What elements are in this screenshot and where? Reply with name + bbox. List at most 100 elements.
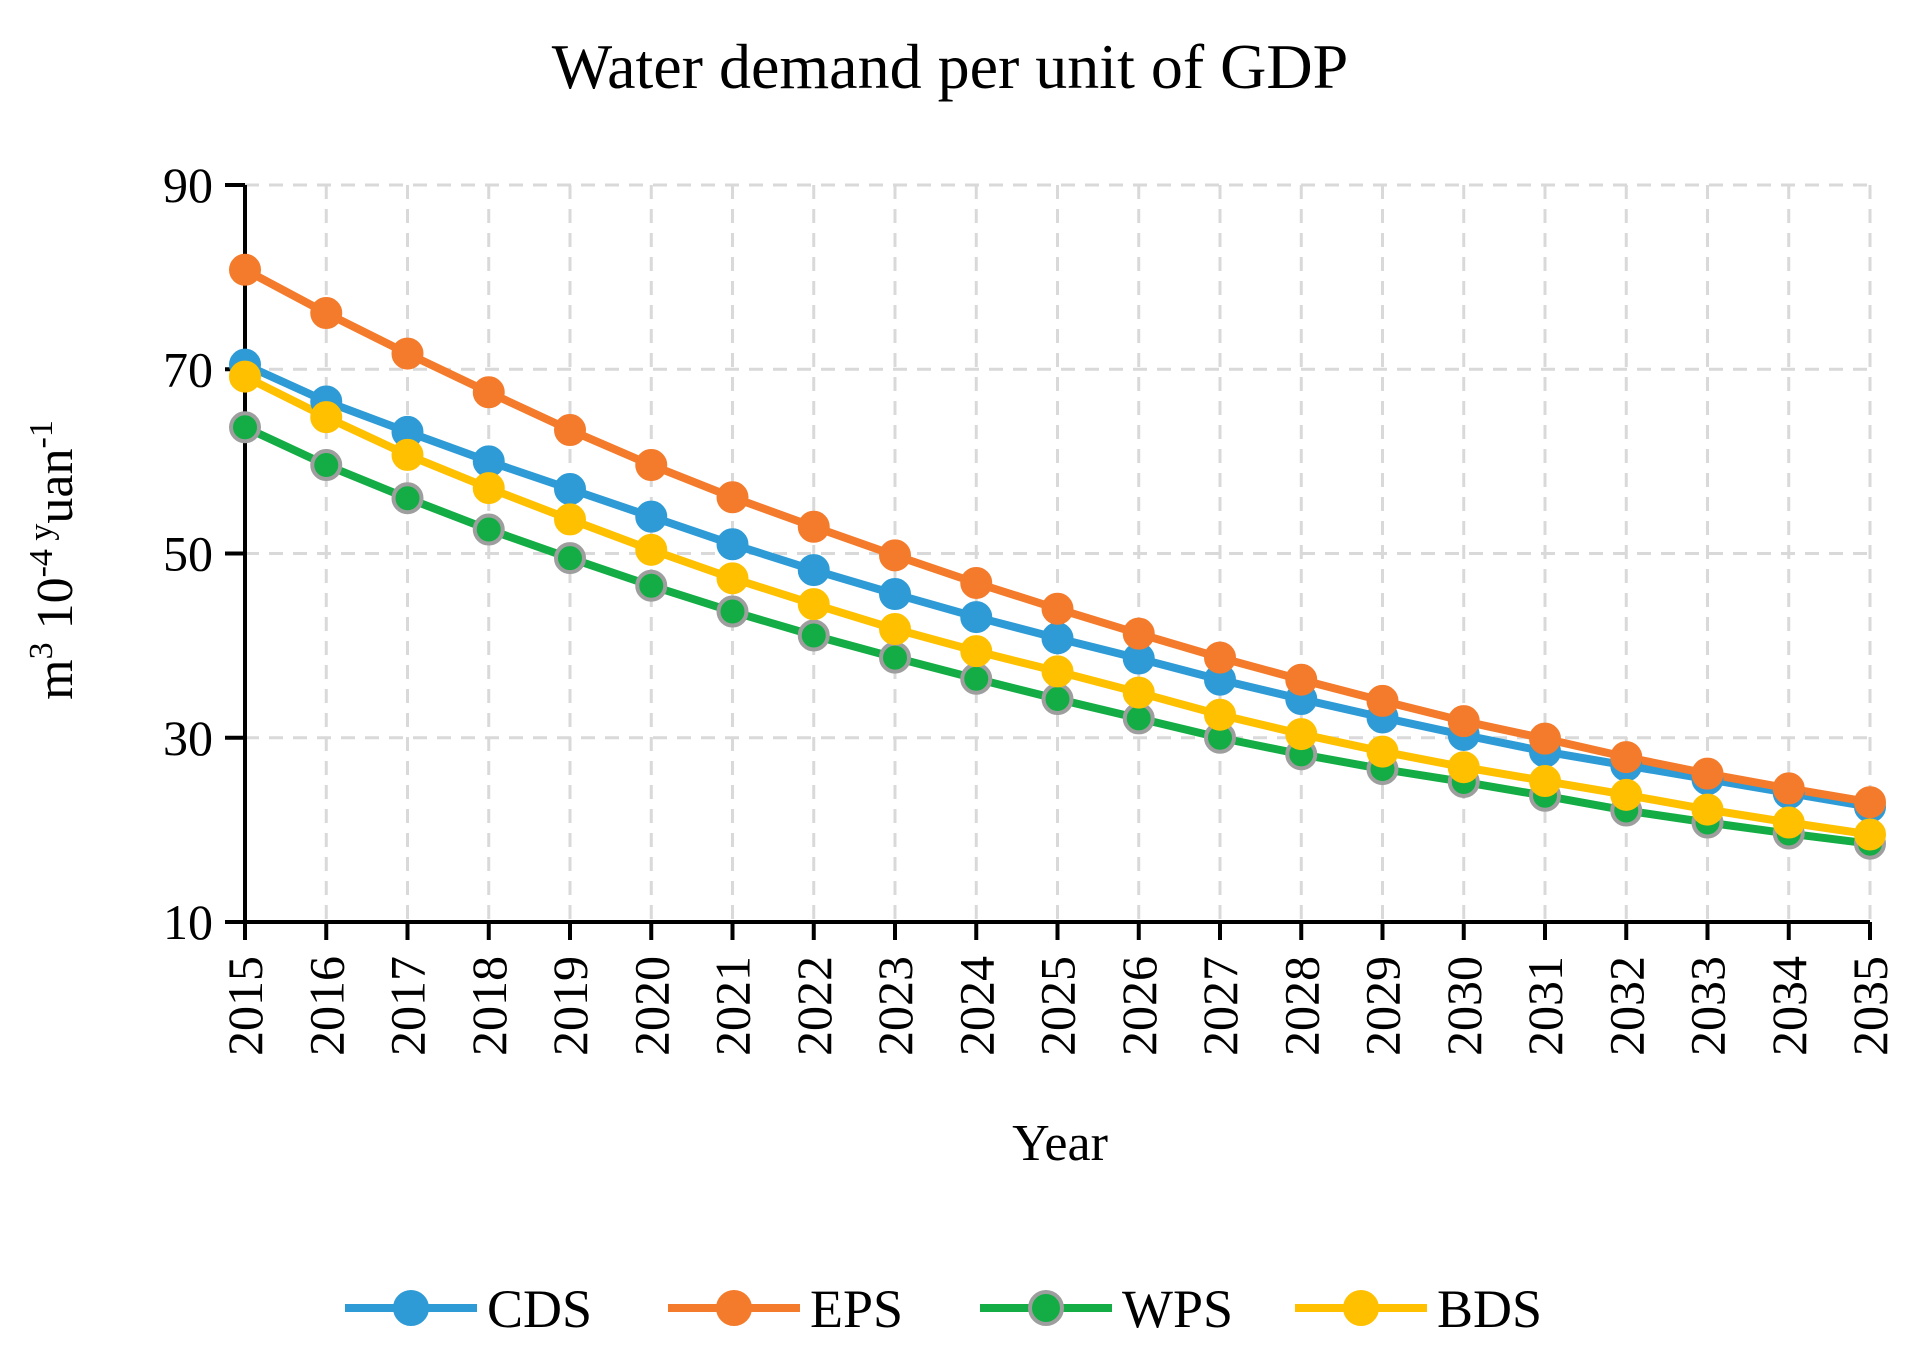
x-tick-label-2035: 2035 [1842, 956, 1898, 1056]
point-bds-2016 [310, 401, 343, 434]
legend-marker-eps [716, 1290, 752, 1326]
point-cds-2018 [472, 445, 505, 478]
x-tick-label-2029: 2029 [1355, 956, 1411, 1056]
legend-marker-cds [393, 1290, 429, 1326]
legend-label-bds: BDS [1437, 1279, 1542, 1339]
x-axis-label: Year [1012, 1115, 1108, 1172]
y-label-sup3: 3 [23, 642, 60, 659]
x-tick-label-2016: 2016 [298, 956, 354, 1056]
point-bds-2029 [1366, 735, 1399, 768]
point-cds-2020 [635, 500, 668, 533]
point-eps-2033 [1691, 757, 1724, 790]
point-eps-2016 [310, 297, 343, 330]
point-eps-2028 [1285, 663, 1318, 696]
point-bds-2033 [1691, 793, 1724, 826]
point-cds-2022 [797, 554, 830, 587]
legend-marker-wps [1028, 1290, 1064, 1326]
point-cds-2023 [879, 578, 911, 611]
point-wps-2020 [635, 569, 668, 602]
point-eps-2023 [879, 539, 911, 572]
point-bds-2020 [635, 533, 668, 566]
point-eps-2031 [1529, 722, 1561, 755]
point-wps-2019 [554, 542, 586, 575]
point-cds-2025 [1041, 622, 1074, 655]
x-tick-label-2032: 2032 [1598, 956, 1654, 1056]
x-tick-label-2030: 2030 [1436, 956, 1492, 1056]
point-cds-2021 [716, 528, 749, 561]
point-bds-2031 [1529, 765, 1561, 798]
point-bds-2018 [472, 472, 505, 505]
point-wps-2017 [391, 482, 424, 515]
y-label-y: y [23, 524, 60, 550]
x-tick-label-2027: 2027 [1192, 956, 1248, 1056]
y-label-ten: 10 [27, 577, 84, 642]
point-cds-2024 [960, 601, 993, 634]
x-tick-label-2019: 2019 [542, 956, 598, 1056]
y-label-sup-minus1: -1 [23, 420, 60, 448]
point-eps-2026 [1122, 617, 1155, 650]
point-eps-2018 [472, 376, 505, 409]
point-bds-2032 [1610, 778, 1643, 811]
y-tick-label-50: 50 [163, 526, 213, 582]
point-eps-2024 [960, 566, 993, 599]
point-eps-2021 [716, 481, 749, 514]
point-bds-2015 [229, 360, 261, 393]
legend-marker-bds [1343, 1290, 1379, 1326]
point-wps-2024 [960, 662, 993, 695]
point-eps-2020 [635, 449, 668, 482]
x-tick-label-2023: 2023 [867, 956, 923, 1056]
y-label-sup-minus4: -4 [23, 549, 60, 577]
legend-label-wps: WPS [1122, 1279, 1233, 1339]
point-bds-2030 [1447, 751, 1480, 784]
point-bds-2027 [1204, 698, 1236, 731]
x-tick-label-2020: 2020 [623, 956, 679, 1056]
point-bds-2026 [1122, 676, 1155, 709]
point-bds-2021 [716, 562, 749, 595]
point-eps-2022 [797, 510, 830, 543]
y-tick-label-90: 90 [163, 157, 213, 213]
point-bds-2019 [554, 503, 586, 536]
chart-title: Water demand per unit of GDP [552, 31, 1348, 102]
point-wps-2021 [716, 595, 749, 628]
x-tick-labels: 2015 2016 2017 2018 2019 2020 2021 2022 2023 2024… [217, 956, 1898, 1056]
legend-label-cds: CDS [487, 1279, 592, 1339]
point-wps-2025 [1041, 683, 1074, 716]
y-label-uan: uan [27, 448, 84, 523]
point-eps-2030 [1447, 705, 1480, 738]
point-wps-2016 [310, 449, 343, 482]
point-eps-2027 [1204, 641, 1236, 674]
x-tick-label-2026: 2026 [1111, 956, 1167, 1056]
y-tick-label-30: 30 [163, 710, 213, 766]
legend-label-eps: EPS [810, 1279, 903, 1339]
point-bds-2035 [1854, 818, 1886, 851]
point-wps-2018 [472, 513, 505, 546]
x-tick-label-2018: 2018 [461, 956, 517, 1056]
point-bds-2017 [391, 438, 424, 471]
point-bds-2024 [960, 635, 993, 668]
point-eps-2015 [229, 253, 261, 286]
point-eps-2032 [1610, 741, 1643, 774]
x-tick-label-2033: 2033 [1680, 956, 1736, 1056]
point-cds-2019 [554, 473, 586, 506]
y-label-m: m [27, 659, 84, 699]
axes [225, 183, 1872, 940]
series-group [229, 253, 1886, 860]
point-eps-2029 [1366, 684, 1399, 717]
point-bds-2022 [797, 588, 830, 621]
x-tick-label-2022: 2022 [786, 956, 842, 1056]
x-tick-label-2031: 2031 [1517, 956, 1573, 1056]
x-tick-label-2017: 2017 [380, 956, 436, 1056]
point-eps-2017 [391, 337, 424, 370]
point-wps-2022 [797, 619, 830, 652]
y-tick-label-10: 10 [163, 894, 213, 950]
x-tick-label-2021: 2021 [705, 956, 761, 1056]
y-tick-label-70: 70 [163, 341, 213, 397]
x-tick-label-2024: 2024 [948, 956, 1004, 1056]
x-tick-label-2034: 2034 [1761, 956, 1817, 1056]
y-tick-labels: 10 30 50 70 90 [163, 157, 213, 950]
x-tick-label-2025: 2025 [1030, 956, 1086, 1056]
point-bds-2034 [1772, 806, 1805, 839]
point-eps-2035 [1854, 786, 1886, 819]
point-eps-2019 [554, 414, 586, 447]
